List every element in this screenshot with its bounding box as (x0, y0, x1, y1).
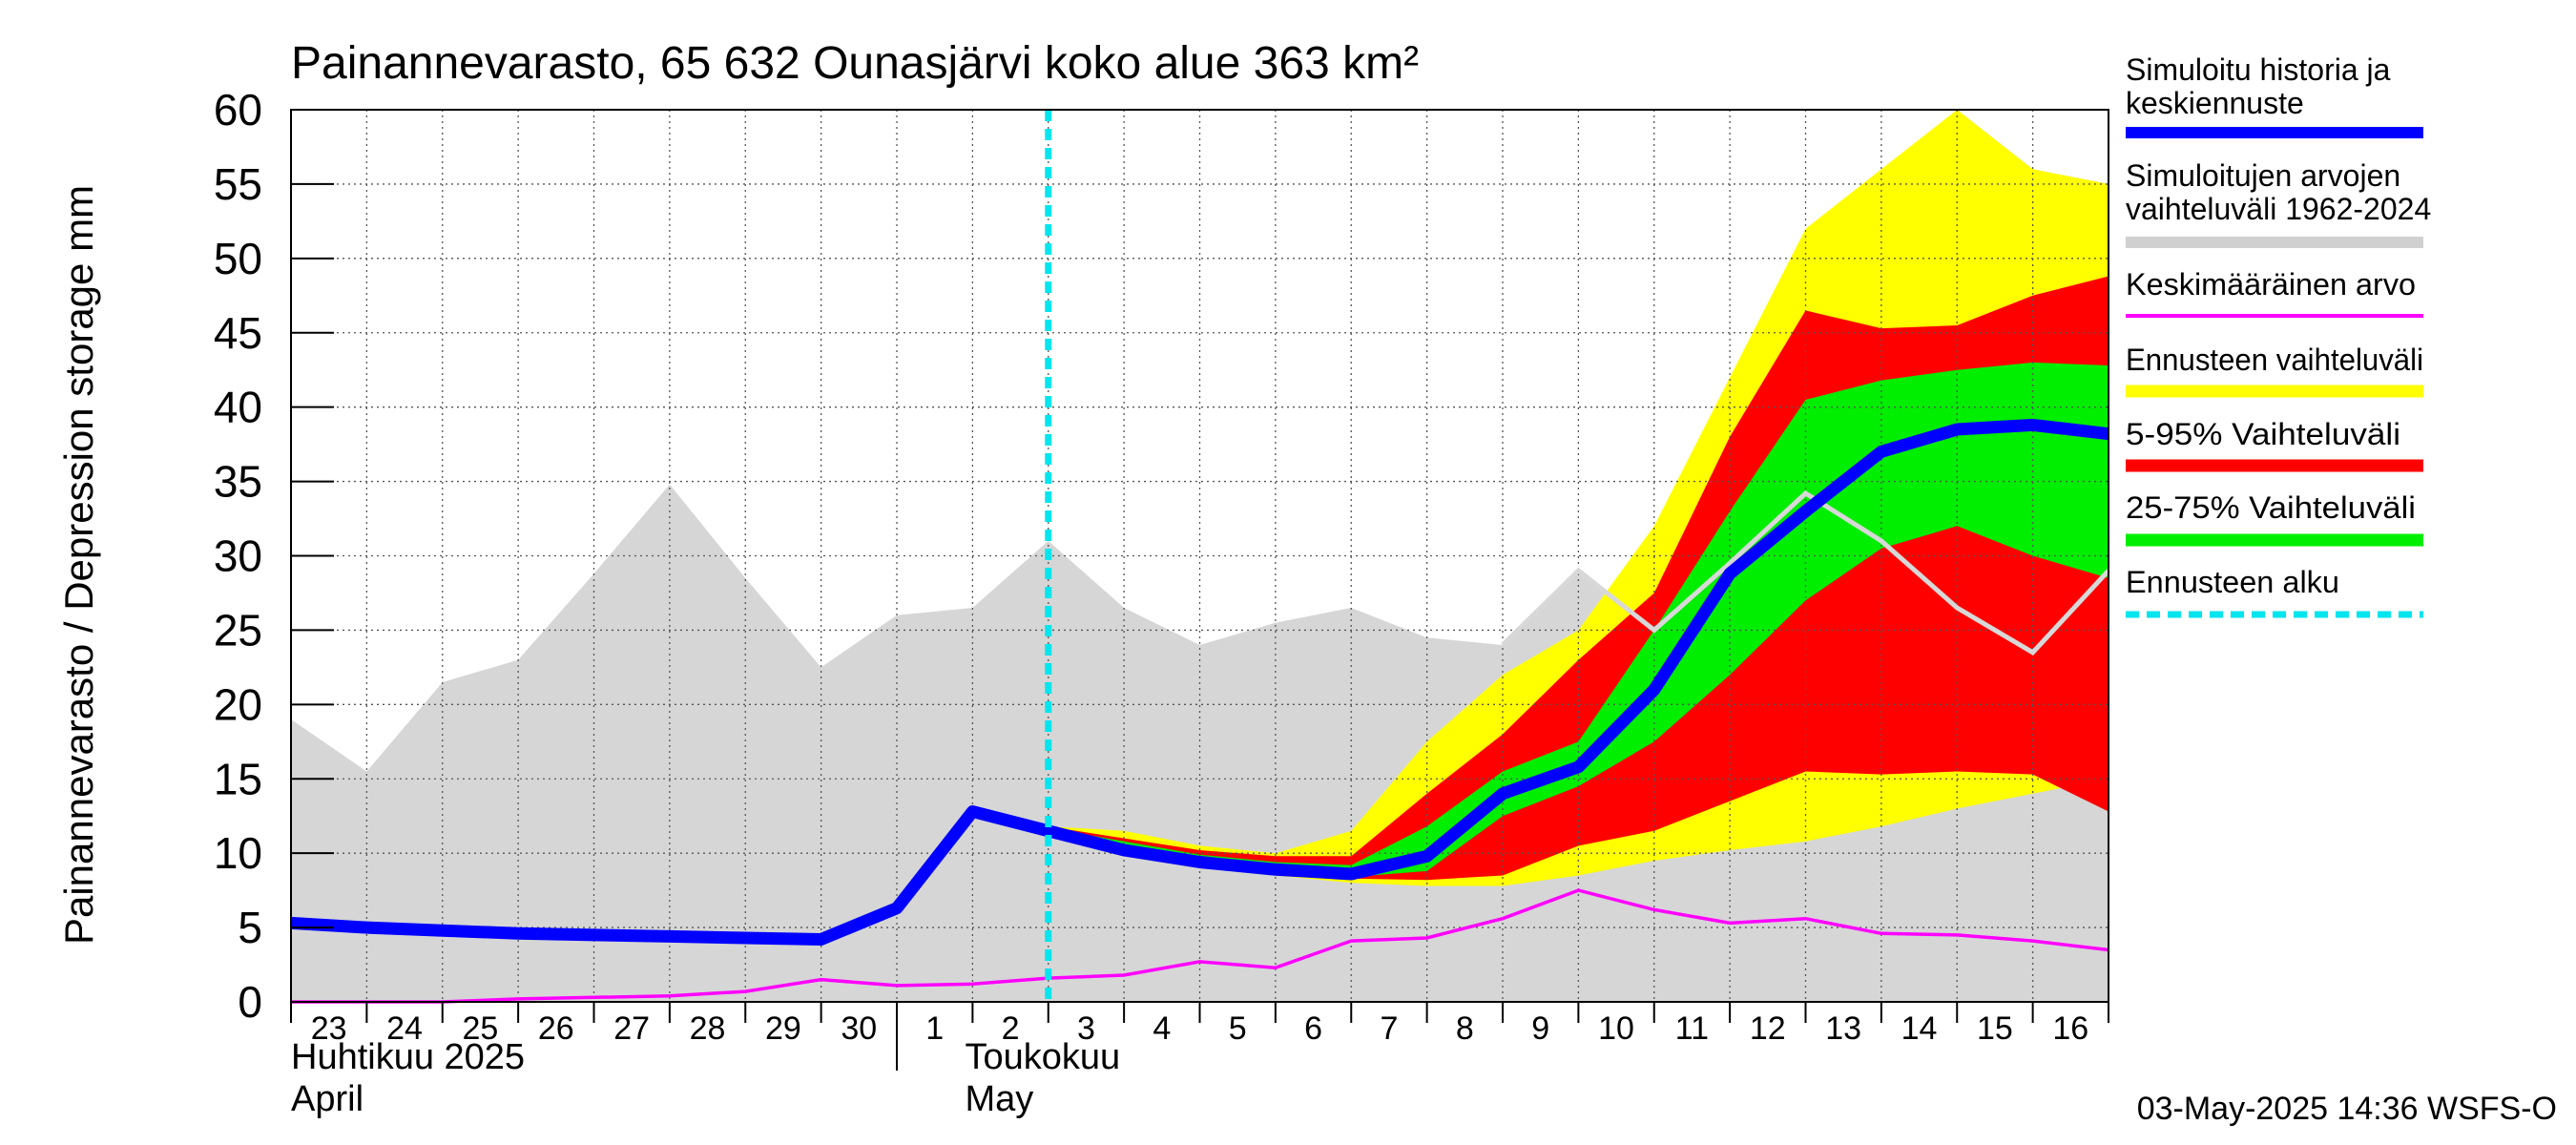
x-tick-label: 11 (1675, 1010, 1709, 1047)
x-tick-label: 23 (311, 1010, 347, 1047)
y-tick-label: 45 (214, 308, 262, 358)
y-tick-label: 5 (238, 903, 262, 952)
series-lines (290, 110, 2110, 1004)
legend-label: Simuloitu historia ja keskiennuste (2126, 52, 2391, 120)
historical-year-line (1501, 489, 2110, 656)
legend-label: Keskimääräinen arvo (2126, 267, 2416, 302)
x-tick-label: 27 (613, 1010, 650, 1047)
legend-label: Ennusteen vaihteluväli (2126, 343, 2423, 377)
chart-title: Painannevarasto, 65 632 Ounasjärvi koko … (291, 38, 1419, 89)
x-tick-label: 7 (1380, 1010, 1398, 1047)
y-tick-label: 40 (214, 383, 262, 432)
x-tick-label: 6 (1304, 1010, 1322, 1047)
x-tick-label: 13 (1825, 1010, 1861, 1047)
x-tick-label: 2 (1002, 1010, 1020, 1047)
legend-label: Ennusteen alku (2126, 565, 2339, 599)
x-tick-label: 1 (925, 1010, 944, 1047)
x-tick-label: 4 (1153, 1010, 1171, 1047)
x-tick-label: 3 (1077, 1010, 1095, 1047)
legend-label: 25-75% Vaihteluväli (2126, 490, 2416, 525)
x-tick-label: 24 (386, 1010, 423, 1047)
legend: Simuloitu historia ja keskiennuste Simuloi… (2126, 52, 2431, 618)
legend-label: Simuloitujen arvojen vaihteluväli 1962-20… (2126, 158, 2431, 226)
x-tick-label: 28 (690, 1010, 726, 1047)
x-tick-label: 29 (765, 1010, 801, 1047)
y-tick-label: 25 (214, 605, 262, 655)
simulated-median-line (290, 418, 2109, 946)
month-label-en: April (291, 1079, 364, 1119)
x-tick-label: 16 (2052, 1010, 2088, 1047)
legend-label: 5-95% Vaihteluväli (2126, 417, 2400, 451)
p25-75-band (1048, 362, 2109, 878)
month-label: Toukokuu (965, 1037, 1120, 1077)
x-tick-label: 8 (1456, 1010, 1474, 1047)
y-tick-label: 35 (214, 457, 262, 507)
month-label-en: May (965, 1079, 1033, 1119)
y-tick-label: 50 (214, 234, 262, 283)
x-tick-label: 9 (1531, 1010, 1549, 1047)
y-tick-label: 10 (214, 828, 262, 878)
timestamp-footer: 03-May-2025 14:36 WSFS-O (2136, 1091, 2557, 1127)
y-tick-label: 0 (238, 977, 262, 1027)
mean-value-line (291, 888, 2109, 1004)
x-tick-label: 12 (1750, 1010, 1786, 1047)
x-tick-label: 14 (1901, 1010, 1938, 1047)
x-tick-label: 30 (841, 1010, 877, 1047)
month-label: Huhtikuu 2025 (291, 1037, 525, 1077)
x-tick-label: 15 (1977, 1010, 2013, 1047)
x-tick-label: 25 (463, 1010, 499, 1047)
x-tick-label: 5 (1229, 1010, 1247, 1047)
y-axis-label: Painannevarasto / Depression storage mm (56, 185, 101, 945)
x-tick-label: 10 (1598, 1010, 1634, 1047)
y-tick-label: 60 (214, 85, 262, 135)
y-tick-label: 30 (214, 531, 262, 581)
x-tick-label: 26 (538, 1010, 574, 1047)
y-tick-label: 20 (214, 679, 262, 729)
y-tick-label: 55 (214, 159, 262, 209)
y-tick-label: 15 (214, 754, 262, 803)
